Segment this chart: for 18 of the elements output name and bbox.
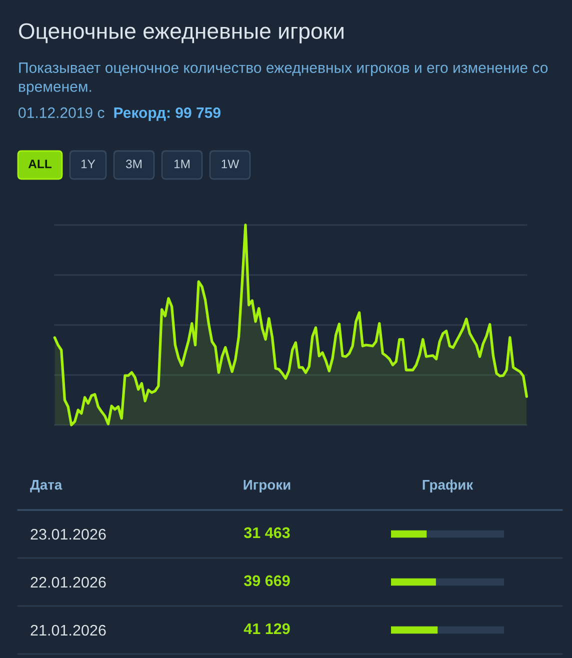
y-tick-label: 22.01.2026 bbox=[30, 576, 106, 588]
text: 1W bbox=[222, 160, 240, 168]
text: 1M bbox=[174, 160, 190, 168]
data-label: 39 669 bbox=[244, 575, 290, 586]
text: Дата bbox=[30, 480, 62, 492]
text: Рекорд: 99 759 bbox=[114, 107, 220, 121]
text: 01.12.2019 с bbox=[18, 107, 104, 118]
text: График bbox=[422, 480, 474, 492]
chart-subtitle: Показывает оценочное количество ежедневных игроков и его изменение со временем. bbox=[19, 62, 548, 95]
text: ALL bbox=[28, 160, 52, 168]
data-label: 41 129 bbox=[244, 623, 290, 634]
y-tick-label: 23.01.2026 bbox=[30, 528, 106, 540]
text: 3M bbox=[126, 160, 142, 168]
chart-title: Оценочные ежедневные игроки bbox=[19, 23, 344, 44]
text: 1Y bbox=[81, 160, 96, 168]
text: Игроки bbox=[244, 480, 290, 492]
data-label: 31 463 bbox=[244, 527, 290, 538]
y-tick-label: 21.01.2026 bbox=[30, 624, 106, 636]
